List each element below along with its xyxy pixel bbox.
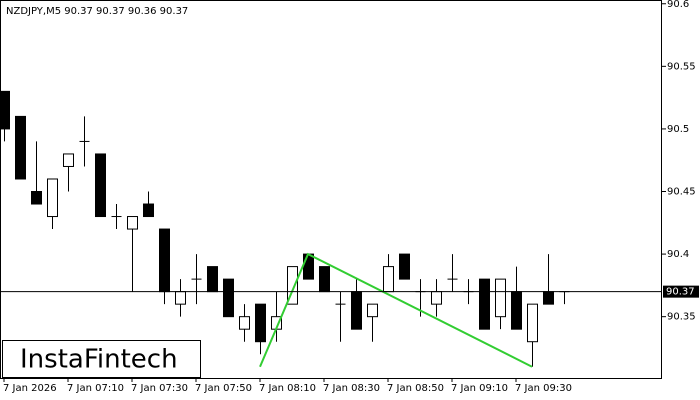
candle-body xyxy=(175,291,186,305)
y-tick-label: 90.4 xyxy=(667,249,689,260)
x-tick-label: 7 Jan 07:30 xyxy=(131,383,188,394)
logo-box xyxy=(2,340,201,378)
candle-body xyxy=(367,303,378,318)
logo-text: InstaFintech xyxy=(20,345,178,375)
candle-body xyxy=(0,90,10,130)
y-tick-label: 90.45 xyxy=(667,187,696,198)
candle-body xyxy=(303,253,314,280)
candle-body xyxy=(287,266,298,305)
candle-body xyxy=(159,228,170,293)
chart-title: NZDJPY,M5 90.37 90.37 90.36 90.37 xyxy=(6,6,188,17)
candle-body xyxy=(255,303,266,343)
candle-body xyxy=(543,291,554,305)
candle-body xyxy=(351,291,362,330)
x-tick-label: 7 Jan 2026 xyxy=(3,383,57,394)
x-tick-label: 7 Jan 09:30 xyxy=(515,383,572,394)
x-tick-label: 7 Jan 08:30 xyxy=(323,383,380,394)
candle-body xyxy=(95,153,106,218)
candle-body xyxy=(127,216,138,230)
y-tick-label: 90.5 xyxy=(667,124,689,135)
candle-body xyxy=(239,316,250,330)
plot-frame xyxy=(0,0,662,379)
pattern-line xyxy=(259,252,533,368)
price-label: 90.37 xyxy=(666,287,695,298)
y-tick-label: 90.6 xyxy=(667,0,689,10)
x-tick-label: 7 Jan 08:50 xyxy=(387,383,444,394)
candle-body xyxy=(319,266,330,293)
candle-body xyxy=(495,278,506,318)
candle-body xyxy=(511,291,522,330)
candle-body xyxy=(47,178,58,218)
x-tick-label: 7 Jan 07:50 xyxy=(195,383,252,394)
candle-body xyxy=(15,115,26,180)
candle-body xyxy=(207,266,218,293)
candle-body xyxy=(383,266,394,293)
y-tick-label: 90.55 xyxy=(667,61,696,72)
candle-body xyxy=(527,303,538,343)
candle-body xyxy=(223,278,234,318)
candle-body xyxy=(431,291,442,305)
candle-body xyxy=(399,253,410,280)
x-tick-label: 7 Jan 09:10 xyxy=(451,383,508,394)
candle-body xyxy=(143,203,154,218)
candle-body xyxy=(31,191,42,205)
x-tick-label: 7 Jan 08:10 xyxy=(259,383,316,394)
x-tick-label: 7 Jan 07:10 xyxy=(67,383,124,394)
y-tick-label: 90.35 xyxy=(667,312,696,323)
candle-body xyxy=(63,153,74,167)
logo: InstaFintech xyxy=(2,340,201,378)
candle-body xyxy=(479,278,490,330)
price-label-box xyxy=(663,285,699,298)
